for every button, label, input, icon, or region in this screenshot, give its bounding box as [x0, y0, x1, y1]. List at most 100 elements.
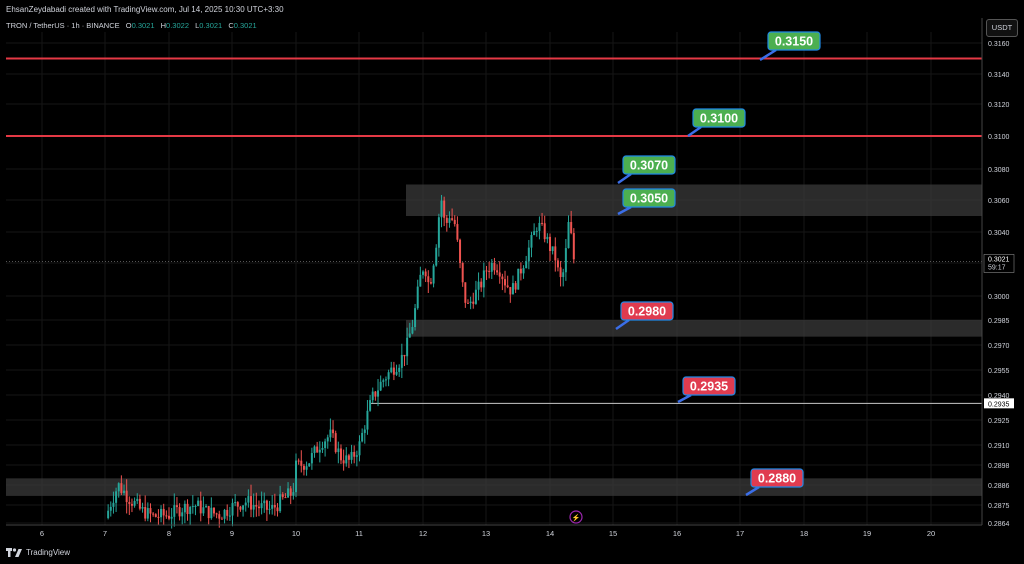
ohlc-low-value: 0.3021	[199, 21, 223, 30]
brand-label: TradingView	[26, 548, 71, 557]
y-tick-label: 0.3100	[988, 134, 1010, 141]
candle-body	[387, 372, 390, 380]
price-zone	[406, 184, 982, 216]
candle-body	[395, 371, 398, 375]
candle-body	[141, 506, 144, 509]
candle-body	[453, 219, 456, 225]
candle-body	[443, 200, 446, 218]
candle-body	[234, 502, 237, 504]
candle-body	[318, 449, 321, 453]
candle-body	[456, 224, 459, 240]
candle-body	[564, 248, 567, 273]
candle-body	[448, 218, 451, 223]
candle-body	[429, 282, 432, 284]
candle-body	[332, 429, 335, 434]
candle-body	[408, 333, 411, 338]
callout-box	[750, 468, 804, 488]
callout-box	[692, 108, 746, 128]
candle-body	[490, 262, 493, 272]
candle-body	[358, 441, 361, 456]
candle-body	[337, 448, 340, 453]
candle-body	[308, 463, 311, 467]
candle-body	[509, 287, 512, 295]
candle-body	[268, 508, 271, 510]
candle-body	[236, 502, 239, 507]
x-tick-label: 18	[800, 529, 808, 538]
candle-body	[435, 247, 438, 266]
callout-label: 0.3050	[630, 192, 668, 206]
candle-body	[501, 276, 504, 280]
candle-body	[482, 270, 485, 288]
y-tick-label: 0.2925	[988, 418, 1010, 425]
symbol-label[interactable]: TRON / TetherUS · 1h · BINANCE	[6, 21, 120, 30]
publisher-caption: EhsanZeydabadi created with TradingView.…	[6, 5, 284, 14]
candle-body	[289, 488, 292, 496]
callout-box	[620, 301, 674, 321]
candle-body	[191, 506, 194, 508]
candle-body	[406, 337, 409, 357]
callout-label: 0.3150	[775, 35, 813, 49]
candle-body	[414, 308, 417, 328]
candle-body	[197, 500, 200, 507]
candle-body	[546, 236, 549, 240]
candle-body	[112, 502, 115, 507]
candle-body	[178, 507, 181, 517]
candle-body	[271, 504, 274, 509]
candle-body	[252, 505, 255, 510]
x-tick-label: 13	[482, 529, 490, 538]
candle-body	[297, 460, 300, 462]
candle-body	[210, 507, 213, 519]
callout-pointer	[617, 205, 632, 216]
candle-body	[466, 302, 469, 304]
y-tick-label: 0.3040	[988, 230, 1010, 237]
y-tick-label: 0.2886	[988, 483, 1010, 490]
candle-body	[144, 506, 147, 519]
candle-body	[496, 270, 499, 273]
candle-body	[556, 260, 559, 268]
y-tick-label: 0.2985	[988, 318, 1010, 325]
candle-body	[392, 367, 395, 375]
candle-body	[260, 503, 263, 509]
y-tick-label: 0.2910	[988, 443, 1010, 450]
zones	[6, 184, 982, 496]
candle-body	[242, 505, 245, 510]
candle-body	[432, 265, 435, 284]
candle-body	[403, 354, 406, 357]
candle-body	[231, 502, 234, 516]
candle-body	[186, 503, 189, 515]
horizontal-levels	[6, 57, 982, 404]
candle-body	[469, 301, 472, 304]
candle-body	[239, 506, 242, 510]
candle-body	[115, 491, 118, 503]
y-tick-label: 0.3160	[988, 41, 1010, 48]
candle-body	[371, 391, 374, 401]
tradingview-footer: TradingView	[6, 548, 70, 557]
candle-body	[138, 498, 141, 509]
candle-body	[302, 465, 305, 470]
candle-body	[422, 271, 424, 275]
candle-body	[109, 506, 112, 511]
price-zone	[6, 478, 982, 496]
callout-box	[622, 155, 676, 175]
candle-body	[334, 433, 337, 453]
candle-body	[480, 281, 483, 288]
candle-body	[223, 509, 226, 519]
candle-body	[133, 500, 136, 506]
candle-body	[374, 391, 377, 397]
candle-body	[519, 268, 522, 274]
candle-body	[366, 410, 369, 430]
candle-body	[459, 239, 462, 263]
candle-body	[551, 246, 554, 251]
candle-body	[485, 270, 488, 272]
candle-body	[538, 222, 541, 231]
candle-body	[498, 272, 501, 277]
candle-body	[165, 515, 168, 517]
candle-body	[488, 270, 491, 272]
candle-body	[218, 514, 221, 519]
candle-body	[316, 446, 319, 453]
currency-button[interactable]: USDT	[986, 19, 1018, 37]
candle-body	[292, 492, 295, 496]
callout-box	[767, 31, 821, 51]
